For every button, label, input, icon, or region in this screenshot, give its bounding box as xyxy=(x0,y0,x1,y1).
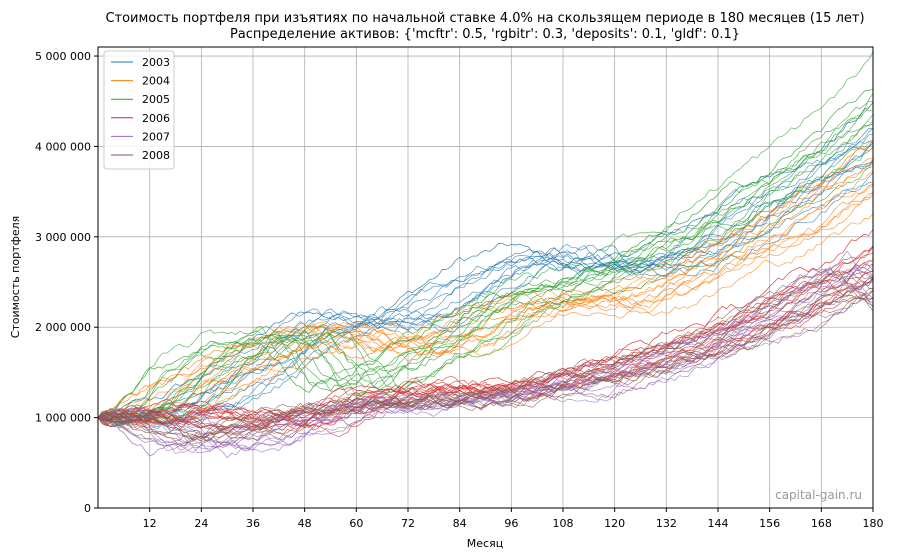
y-axis: 0 1 000 000 2 000 000 3 000 000 4 000 000 5 0… xyxy=(35,50,98,515)
series-line-2004-8 xyxy=(97,191,874,421)
x-tick-label-11: 144 xyxy=(708,517,729,530)
x-tick-label-0: 12 xyxy=(143,517,157,530)
legend-label-2003: 2003 xyxy=(142,56,170,69)
legend-label-2008: 2008 xyxy=(142,149,170,162)
series-line-2004-7 xyxy=(97,184,874,424)
series-line-2005-5 xyxy=(97,102,874,424)
series-line-2003-4 xyxy=(97,140,874,422)
legend-label-2005: 2005 xyxy=(142,93,170,106)
y-tick-label-2: 2 000 000 xyxy=(35,321,91,334)
x-tick-label-9: 120 xyxy=(604,517,625,530)
series-line-2005-4 xyxy=(97,109,874,424)
chart-title: Стоимость портфеля при изъятиях по начал… xyxy=(105,11,864,26)
legend-label-2006: 2006 xyxy=(142,112,170,125)
series-line-2005-1 xyxy=(97,51,874,419)
series-line-2005-11 xyxy=(97,165,874,426)
x-tick-label-8: 108 xyxy=(553,517,574,530)
series-line-2003-9 xyxy=(97,146,874,425)
series-line-2004-4 xyxy=(97,170,874,421)
y-tick-label-1: 1 000 000 xyxy=(35,412,91,425)
y-tick-label-5: 5 000 000 xyxy=(35,50,91,63)
series-2005 xyxy=(97,51,874,427)
x-tick-label-5: 72 xyxy=(401,517,415,530)
series-line-2005-7 xyxy=(97,120,874,425)
series-line-2004-11 xyxy=(97,213,874,420)
series-line-2005-3 xyxy=(97,93,874,423)
chart-subtitle: Распределение активов: {'mcftr': 0.5, 'r… xyxy=(230,27,740,42)
series-line-2008-3 xyxy=(97,271,874,441)
series-line-2008-11 xyxy=(97,295,874,442)
legend: 2003 2004 2005 2006 2007 2008 xyxy=(103,50,175,170)
series-line-2004-0 xyxy=(97,146,874,418)
series-line-2005-6 xyxy=(97,114,874,426)
series-line-2008-0 xyxy=(97,280,874,436)
watermark: capital-gain.ru xyxy=(775,488,862,502)
series-line-2007-4 xyxy=(97,267,874,451)
series-line-2004-9 xyxy=(97,192,874,430)
series-2008 xyxy=(97,263,874,447)
y-tick-label-4: 4 000 000 xyxy=(35,140,91,153)
series-line-2005-8 xyxy=(97,123,874,424)
x-tick-label-6: 84 xyxy=(453,517,467,530)
series-line-2008-9 xyxy=(97,289,874,439)
x-tick-label-1: 24 xyxy=(194,517,208,530)
x-axis: 12 24 36 48 60 72 84 96 108 120 132 144 156 168 180 xyxy=(143,508,884,530)
series-line-2007-3 xyxy=(97,250,874,454)
x-tick-label-2: 36 xyxy=(246,517,260,530)
legend-label-2004: 2004 xyxy=(142,75,170,88)
y-axis-label: Стоимость портфеля xyxy=(9,216,22,339)
x-axis-label: Месяц xyxy=(467,537,503,550)
x-tick-label-10: 132 xyxy=(656,517,677,530)
series-line-2004-10 xyxy=(98,195,874,427)
x-tick-label-12: 156 xyxy=(759,517,780,530)
series-line-2006-10 xyxy=(97,290,874,438)
x-tick-label-13: 168 xyxy=(811,517,832,530)
x-tick-label-4: 60 xyxy=(349,517,363,530)
series-line-2005-2 xyxy=(97,100,874,423)
series-line-2005-0 xyxy=(97,88,874,418)
series-line-2007-10 xyxy=(97,289,874,451)
legend-label-2007: 2007 xyxy=(142,130,170,143)
x-tick-label-14: 180 xyxy=(863,517,884,530)
series-line-2008-8 xyxy=(97,277,874,443)
series-line-2003-7 xyxy=(97,161,874,423)
plot-frame xyxy=(97,46,874,509)
series-layer xyxy=(97,51,874,459)
y-tick-label-3: 3 000 000 xyxy=(35,231,91,244)
x-tick-label-3: 48 xyxy=(298,517,312,530)
series-line-2007-5 xyxy=(97,261,874,446)
series-line-2008-7 xyxy=(97,281,874,441)
x-tick-label-7: 96 xyxy=(504,517,518,530)
series-line-2005-10 xyxy=(97,133,874,427)
series-line-2008-4 xyxy=(97,263,874,447)
y-tick-label-0: 0 xyxy=(84,502,91,515)
series-line-2008-5 xyxy=(97,272,874,441)
series-line-2004-3 xyxy=(97,159,874,425)
